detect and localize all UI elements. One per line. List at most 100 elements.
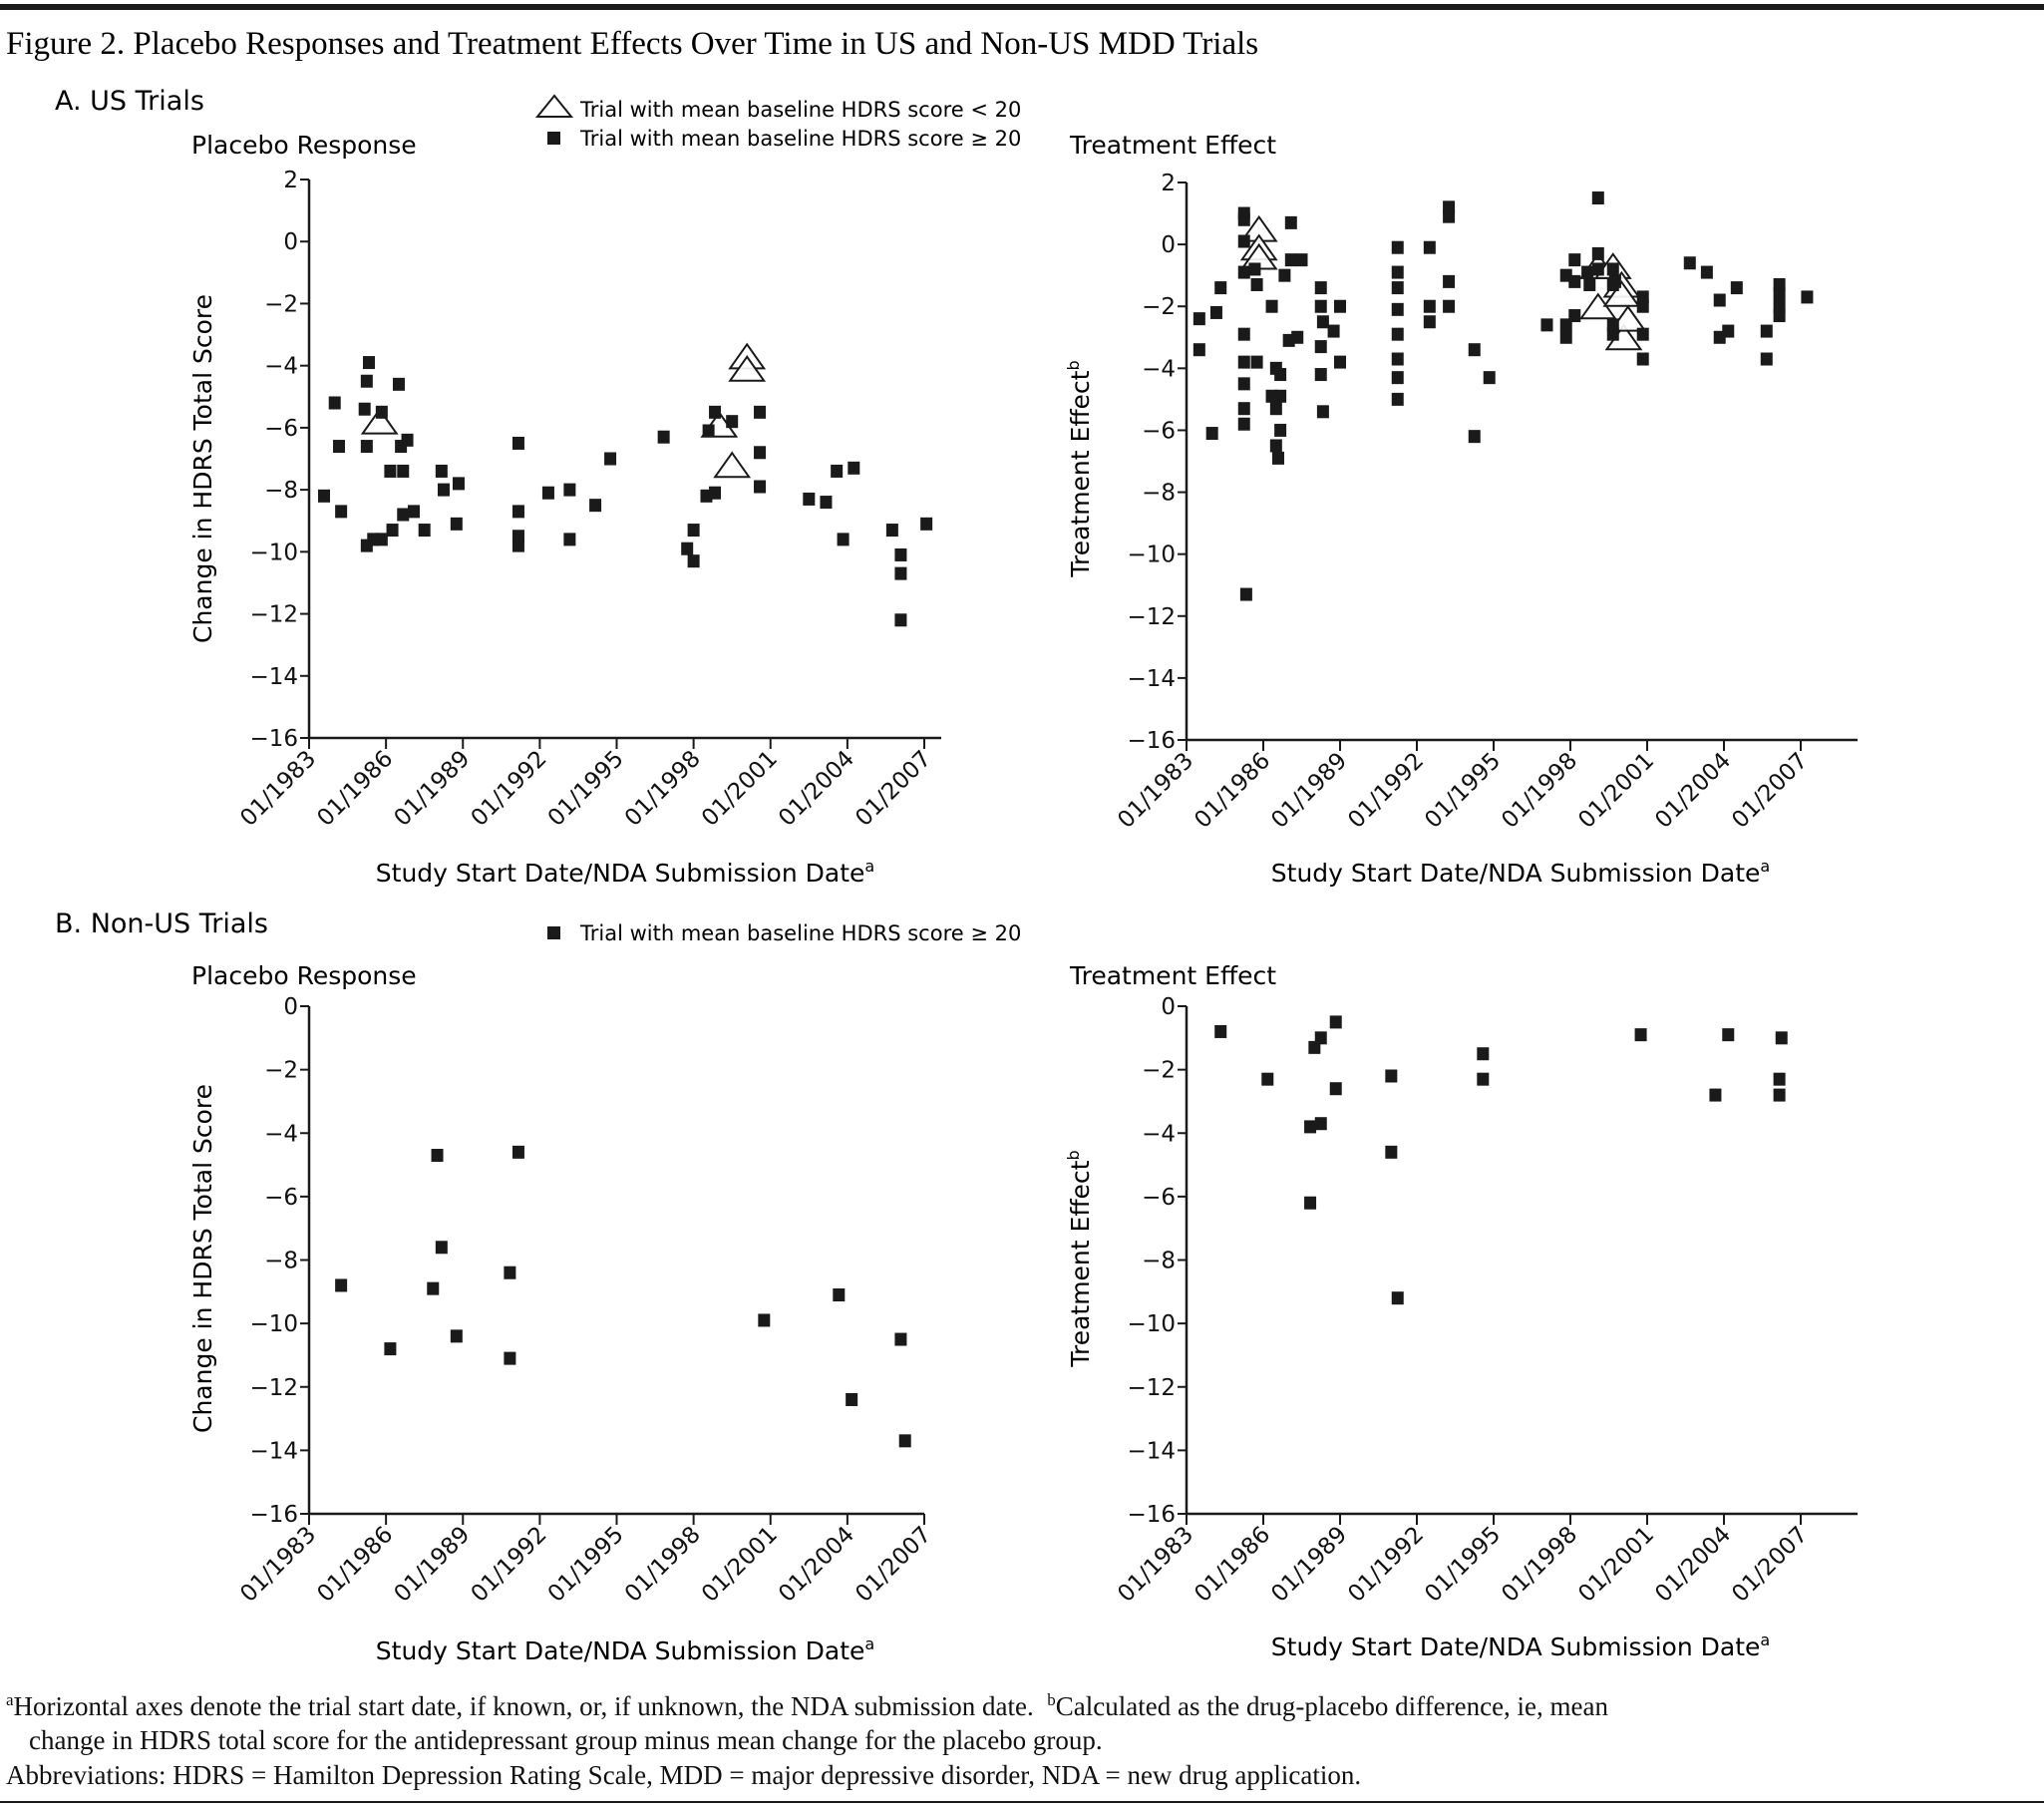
data-point-square <box>894 613 907 627</box>
data-point-square <box>1636 352 1649 366</box>
data-point-square <box>450 517 463 531</box>
footnote-mark: a <box>864 857 874 876</box>
x-tick-label: 01/2007 <box>851 1522 936 1608</box>
data-point-square <box>1239 587 1252 601</box>
x-tick-label: 01/2004 <box>774 1522 859 1608</box>
footnote-a-text: Horizontal axes denote the trial start d… <box>13 1691 1034 1721</box>
y-axis-label: Change in HDRS Total Score <box>188 1084 217 1433</box>
data-point-square <box>1274 423 1287 437</box>
x-tick-label: 01/1986 <box>312 746 398 832</box>
data-point-square <box>1391 240 1404 254</box>
data-point-square <box>709 486 722 500</box>
x-tick-label: 01/2001 <box>697 1522 783 1608</box>
data-point-square <box>1237 265 1250 279</box>
y-tick-label: −4 <box>1142 1121 1176 1147</box>
data-point-square <box>360 374 373 388</box>
x-tick-label: 01/1998 <box>620 746 706 832</box>
data-point-square <box>1250 355 1263 369</box>
data-point-square <box>1391 327 1404 341</box>
data-point-square <box>1248 262 1261 276</box>
footnote-a-b: aHorizontal axes denote the trial start … <box>6 1690 1608 1722</box>
footnote-mark: b <box>1064 1150 1083 1160</box>
footnote-mark: a <box>864 1634 874 1653</box>
footnote-mark: b <box>1047 1690 1056 1709</box>
data-point-square <box>1591 246 1604 260</box>
x-tick-label: 01/2004 <box>1650 1522 1736 1608</box>
legend-square-icon <box>547 132 560 145</box>
data-point-square <box>1237 402 1250 416</box>
y-axis-label: Change in HDRS Total Score <box>188 294 217 643</box>
data-point-square <box>1314 368 1327 382</box>
y-tick-label: −6 <box>1142 418 1176 444</box>
data-point-square <box>894 547 907 561</box>
data-point-square <box>1391 392 1404 406</box>
data-point-square <box>1634 1028 1647 1042</box>
data-point-square <box>401 433 414 447</box>
data-point-square <box>1443 209 1456 223</box>
data-point-square <box>427 1281 440 1295</box>
data-point-square <box>1760 352 1773 366</box>
data-point-square <box>1773 1072 1786 1086</box>
legend-a: Trial with mean baseline HDRS score < 20… <box>534 94 1021 151</box>
data-point-square <box>1608 274 1621 288</box>
data-point-square <box>1237 327 1250 341</box>
data-point-square <box>431 1149 444 1163</box>
legend-square-icon <box>547 926 560 939</box>
data-point-square <box>833 1287 846 1301</box>
data-point-square <box>898 1434 911 1448</box>
data-point-square <box>1773 287 1786 301</box>
data-point-square <box>1468 343 1481 357</box>
data-point-square <box>504 1266 516 1279</box>
y-tick-label: −8 <box>1142 481 1176 507</box>
data-point-square <box>604 452 617 466</box>
x-tick-label: 01/1989 <box>390 746 476 832</box>
x-tick-label: 01/1995 <box>1420 748 1506 834</box>
x-tick-label: 01/2007 <box>1727 1522 1813 1608</box>
legend-label: Trial with mean baseline HDRS score ≥ 20 <box>579 921 1021 945</box>
data-point-square <box>758 1313 771 1327</box>
data-point-square <box>1540 318 1553 332</box>
series-filled-square <box>335 1145 911 1448</box>
y-tick-label: −14 <box>1127 1438 1176 1464</box>
series-filled-square <box>1214 1015 1788 1305</box>
data-point-square <box>511 436 524 450</box>
x-tick-label: 01/1992 <box>467 1522 552 1608</box>
data-point-square <box>894 1332 907 1346</box>
data-point-square <box>1773 1088 1786 1102</box>
chart-subtitle: Placebo Response <box>191 131 417 160</box>
y-axis-label: Treatment Effectb <box>1064 1150 1095 1367</box>
data-point-square <box>1568 309 1581 323</box>
series-filled-square <box>1192 191 1814 601</box>
chart-subtitle: Treatment Effect <box>1069 961 1276 990</box>
data-point-square <box>1269 439 1282 453</box>
data-point-square <box>1314 1117 1327 1131</box>
data-point-square <box>657 430 670 444</box>
chart-3: Placebo Response Change in HDRS Total Sco… <box>188 961 936 1665</box>
data-point-square <box>1237 355 1250 369</box>
x-tick-label: 01/2001 <box>1573 1522 1659 1608</box>
y-tick-label: −14 <box>249 664 298 690</box>
data-point-square <box>1237 212 1250 226</box>
data-point-square <box>1391 371 1404 385</box>
data-point-square <box>1314 340 1327 354</box>
y-tick-label: −2 <box>1142 1058 1176 1084</box>
footnote-mark: b <box>1064 360 1083 370</box>
data-point-square <box>435 464 448 478</box>
x-tick-label: 01/1998 <box>1497 1522 1582 1608</box>
y-tick-label: −12 <box>1127 604 1176 630</box>
y-tick-label: −10 <box>249 1311 298 1337</box>
data-point-square <box>1559 330 1572 344</box>
chart-subtitle: Treatment Effect <box>1069 131 1276 160</box>
chart-4: Treatment Effect Treatment Effectb Study S… <box>1064 961 1858 1661</box>
data-point-square <box>511 1145 524 1159</box>
data-point-square <box>1760 324 1773 338</box>
data-point-square <box>1709 1088 1722 1102</box>
data-point-square <box>332 440 345 454</box>
data-point-square <box>1250 277 1263 291</box>
data-point-square <box>831 464 844 478</box>
data-point-square <box>1304 1196 1317 1210</box>
data-point-square <box>1583 277 1596 291</box>
data-point-square <box>1477 1047 1490 1061</box>
legend-label: Trial with mean baseline HDRS score < 20 <box>579 98 1021 122</box>
y-tick-label: −6 <box>1142 1185 1176 1211</box>
